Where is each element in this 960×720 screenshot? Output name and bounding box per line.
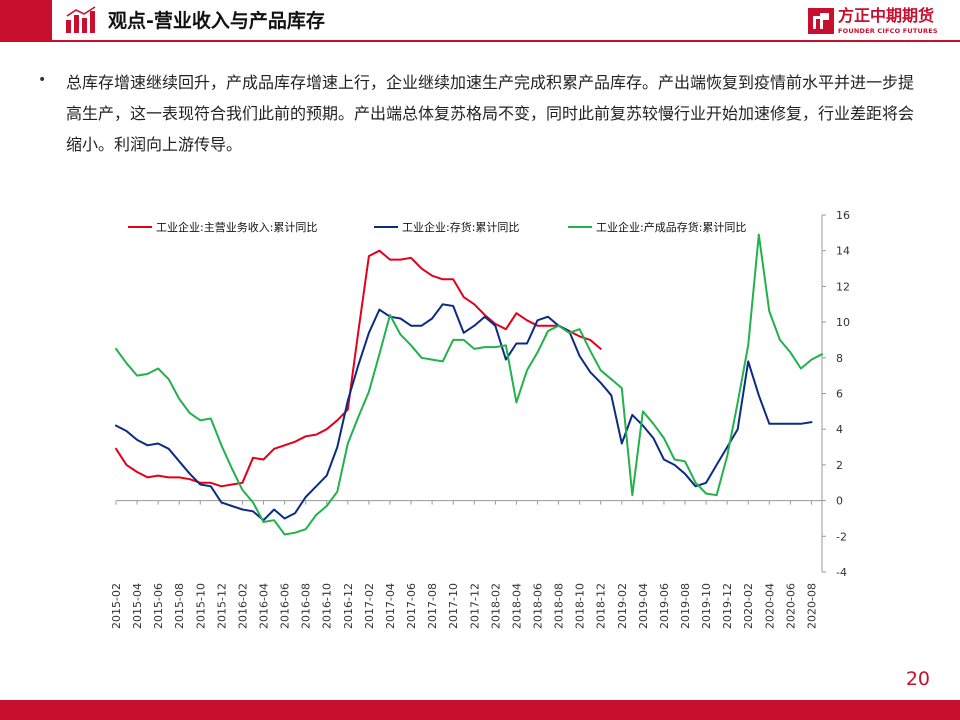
- y-tick-label: -2: [836, 530, 847, 543]
- footer-bar: [0, 700, 960, 720]
- header-divider: [0, 40, 960, 42]
- x-tick-label: 2018-06: [531, 583, 544, 629]
- y-tick-label: -4: [836, 566, 847, 579]
- series-line-2: [115, 303, 813, 522]
- x-tick-label: 2018-12: [595, 583, 608, 629]
- x-tick-label: 2016-10: [321, 583, 334, 629]
- x-tick-label: 2020-06: [784, 583, 797, 629]
- logo-mark-icon: [808, 8, 834, 34]
- y-tick-label: 12: [836, 280, 850, 293]
- x-tick-label: 2019-06: [658, 583, 671, 629]
- legend-label: 工业企业:存货:累计同比: [402, 220, 519, 234]
- x-tick-label: 2019-08: [679, 583, 692, 629]
- x-tick-label: 2017-06: [405, 583, 418, 629]
- x-tick-label: 2018-02: [489, 583, 502, 629]
- x-tick-label: 2015-06: [152, 583, 165, 629]
- x-tick-label: 2016-08: [300, 583, 313, 629]
- x-tick-label: 2017-10: [447, 583, 460, 629]
- x-tick-label: 2019-04: [637, 583, 650, 629]
- y-tick-label: 0: [836, 495, 843, 508]
- x-tick-label: 2017-12: [468, 583, 481, 629]
- x-tick-label: 2016-06: [279, 583, 292, 629]
- x-tick-label: 2015-10: [194, 583, 207, 629]
- x-tick-label: 2017-02: [363, 583, 376, 629]
- bullet-marker: •: [38, 72, 47, 88]
- x-tick-label: 2017-08: [426, 583, 439, 629]
- x-tick-label: 2015-12: [215, 583, 228, 629]
- x-tick-label: 2020-02: [742, 583, 755, 629]
- logo-text-cn: 方正中期期货: [838, 6, 935, 25]
- x-tick-label: 2019-12: [721, 583, 734, 629]
- company-logo: 方正中期期货 FOUNDER CIFCO FUTURES: [808, 6, 948, 38]
- x-tick-label: 2018-04: [510, 583, 523, 629]
- x-tick-label: 2020-04: [763, 583, 776, 629]
- x-tick-label: 2020-08: [805, 583, 818, 629]
- y-tick-label: 16: [836, 209, 850, 222]
- y-tick-label: 4: [836, 423, 843, 436]
- series-line-3: [115, 233, 823, 536]
- x-tick-label: 2015-02: [110, 583, 123, 629]
- x-tick-label: 2019-02: [616, 583, 629, 629]
- y-tick-label: 14: [836, 245, 850, 258]
- x-tick-label: 2016-02: [236, 583, 249, 629]
- x-tick-label: 2015-08: [173, 583, 186, 629]
- x-tick-label: 2018-08: [553, 583, 566, 629]
- x-tick-label: 2016-04: [258, 583, 271, 629]
- page-title: 观点-营业收入与产品库存: [108, 10, 325, 32]
- page-number: 20: [905, 668, 930, 690]
- header-accent-block: [0, 0, 52, 40]
- bar-chart-icon: [66, 6, 96, 33]
- y-tick-label: 10: [836, 316, 850, 329]
- y-tick-label: 2: [836, 459, 843, 472]
- x-tick-label: 2019-10: [700, 583, 713, 629]
- x-tick-label: 2015-04: [131, 583, 144, 629]
- y-tick-label: 6: [836, 388, 843, 401]
- y-tick-label: 8: [836, 352, 843, 365]
- x-tick-label: 2016-12: [342, 583, 355, 629]
- legend-label: 工业企业:主营业务收入:累计同比: [156, 220, 317, 234]
- legend-label: 工业企业:产成品存货:累计同比: [596, 220, 746, 234]
- x-tick-label: 2018-10: [574, 583, 587, 629]
- x-tick-label: 2017-04: [384, 583, 397, 629]
- logo-text-en: FOUNDER CIFCO FUTURES: [838, 27, 938, 35]
- body-paragraph: 总库存增速继续回升，产成品库存增速上行，企业继续加速生产完成积累产品库存。产出端…: [66, 73, 915, 154]
